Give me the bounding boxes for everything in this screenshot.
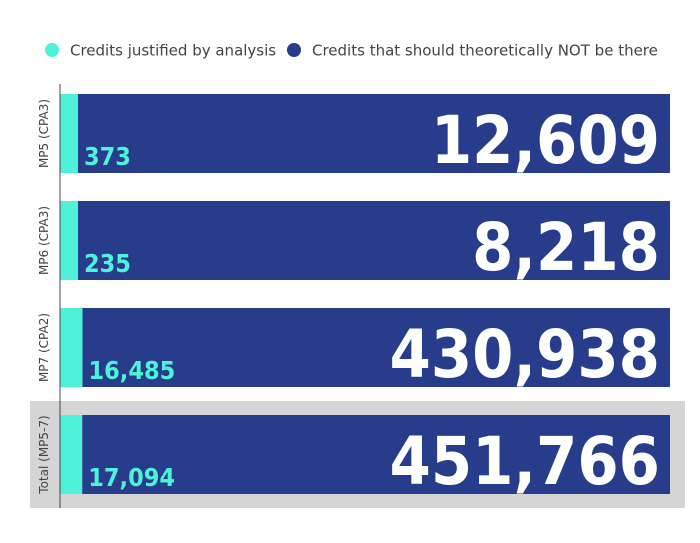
category-label-mp7-cpa2: MP7 (CPA2) xyxy=(37,313,51,382)
value-label-not-there-mp6-cpa3: 8,218 xyxy=(472,209,660,286)
bar-not-there-mp7-cpa2 xyxy=(82,308,670,387)
legend-label-1: Credits justified by analysis xyxy=(70,42,276,60)
bar-not-there-mp5-cpa3 xyxy=(78,94,670,173)
legend-label-2: Credits that should theoretically NOT be… xyxy=(312,42,658,60)
bar-not-there-total-mp5-7 xyxy=(82,415,671,494)
category-label-mp5-cpa3: MP5 (CPA3) xyxy=(37,99,51,168)
bar-justified-mp7-cpa2 xyxy=(60,308,83,387)
bar-not-there-mp6-cpa3 xyxy=(78,201,670,280)
value-label-justified-mp6-cpa3: 235 xyxy=(84,249,131,278)
value-label-not-there-mp7-cpa2: 430,938 xyxy=(390,316,660,393)
category-label-total-mp5-7: Total (MP5-7) xyxy=(37,415,51,494)
value-label-not-there-total-mp5-7: 451,766 xyxy=(390,423,660,500)
value-label-justified-mp5-cpa3: 373 xyxy=(84,142,131,171)
value-label-not-there-mp5-cpa3: 12,609 xyxy=(431,102,660,179)
bar-justified-total-mp5-7 xyxy=(60,415,83,494)
bar-justified-mp5-cpa3 xyxy=(60,94,78,173)
bars xyxy=(60,94,671,494)
legend-marker-2 xyxy=(287,43,301,57)
legend-marker-1 xyxy=(45,43,59,57)
legend: Credits justified by analysis Credits tha… xyxy=(45,42,658,60)
value-label-justified-total-mp5-7: 17,094 xyxy=(88,463,175,492)
labels: MP5 (CPA3) 373 12,609 MP6 (CPA3) 235 8,218 MP7… xyxy=(37,99,660,500)
category-label-mp6-cpa3: MP6 (CPA3) xyxy=(37,206,51,275)
bar-justified-mp6-cpa3 xyxy=(60,201,78,280)
value-label-justified-mp7-cpa2: 16,485 xyxy=(88,356,175,385)
